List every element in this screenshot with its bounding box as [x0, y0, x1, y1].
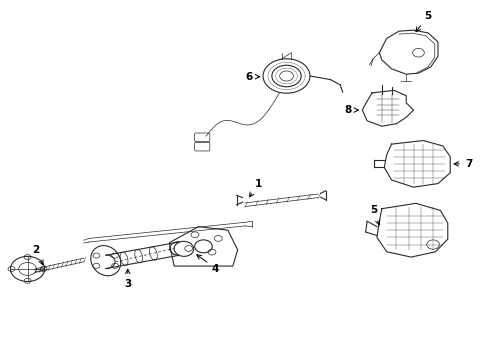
Text: 7: 7 [454, 159, 472, 169]
Text: 3: 3 [124, 269, 131, 289]
Text: 4: 4 [197, 255, 220, 274]
Text: 1: 1 [249, 179, 262, 197]
Text: 8: 8 [344, 105, 358, 115]
Text: 6: 6 [245, 72, 260, 82]
Text: 5: 5 [370, 206, 380, 225]
Text: 2: 2 [32, 245, 43, 265]
Text: 5: 5 [416, 11, 432, 32]
